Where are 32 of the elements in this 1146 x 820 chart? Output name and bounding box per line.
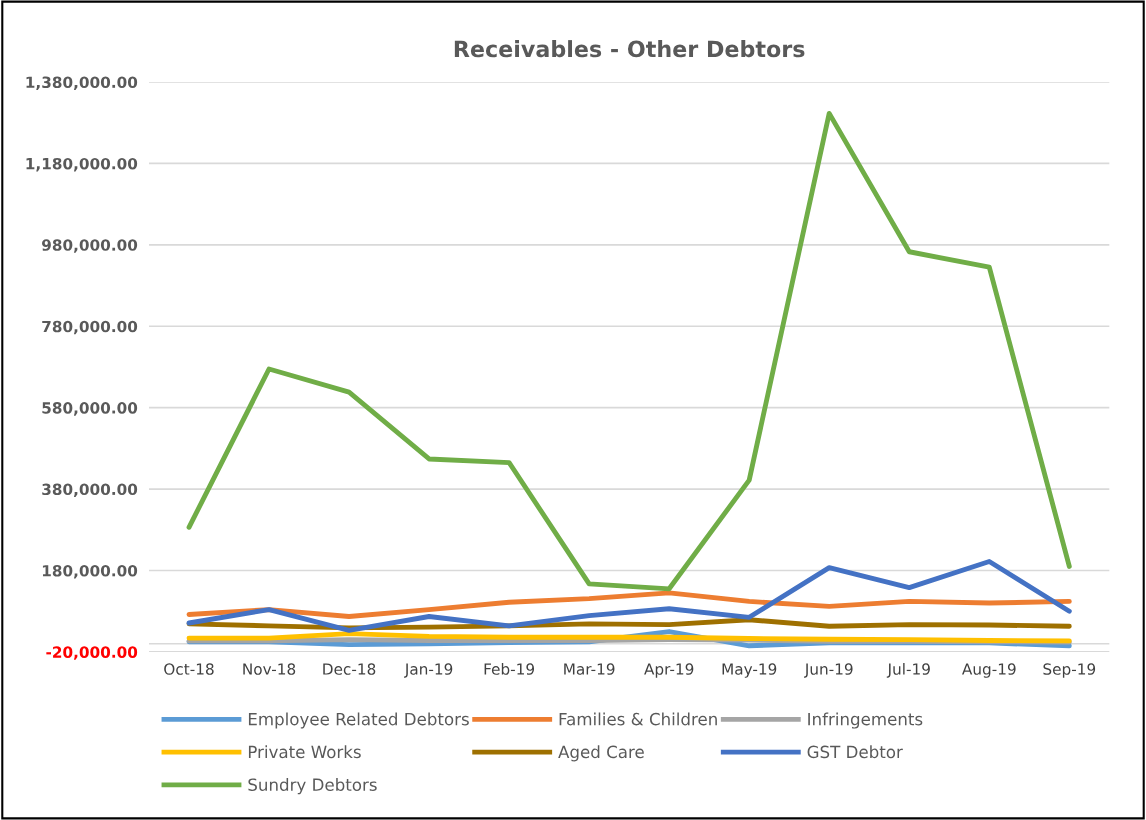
y-tick-label: -20,000.00 (46, 646, 138, 660)
y-tick-label: 380,000.00 (42, 483, 138, 498)
x-tick-label: Sep-19 (1043, 663, 1096, 678)
x-tick-label: Apr-19 (644, 663, 694, 678)
legend-label: Families & Children (559, 712, 717, 726)
x-tick-label: Mar-19 (564, 663, 615, 675)
line-series (186, 559, 1072, 633)
legend-label: GST Debtor (807, 745, 903, 759)
x-tick-label: Jan-19 (404, 663, 453, 678)
y-tick-label: 580,000.00 (42, 402, 138, 416)
y-tick-label: 1,380,000.00 (26, 76, 138, 90)
x-tick-label: Dec-18 (323, 663, 376, 675)
legend-label: Aged Care (558, 745, 644, 762)
legend-label: Employee Related Debtors (248, 712, 469, 729)
line-series (186, 110, 1072, 592)
x-tick-label: Oct-18 (164, 663, 214, 675)
x-tick-label: Jun-19 (804, 663, 853, 678)
y-tick-label: 180,000.00 (42, 564, 138, 579)
x-tick-label: Aug-19 (962, 663, 1016, 678)
legend-label: Sundry Debtors (248, 778, 377, 795)
y-tick-label: 1,180,000.00 (26, 157, 138, 172)
line-series (186, 631, 1072, 644)
x-tick-label: Feb-19 (484, 663, 535, 675)
chart-title: Receivables - Other Debtors (454, 40, 805, 58)
x-tick-label: Jul-19 (886, 663, 930, 678)
line-series (186, 590, 1072, 619)
x-tick-label: Nov-18 (243, 663, 296, 675)
y-tick-label: 980,000.00 (42, 239, 138, 253)
legend-label: Private Works (248, 745, 361, 759)
y-tick-label: 780,000.00 (42, 320, 138, 335)
x-tick-label: May-19 (722, 663, 777, 678)
legend-label: Infringements (808, 712, 923, 729)
